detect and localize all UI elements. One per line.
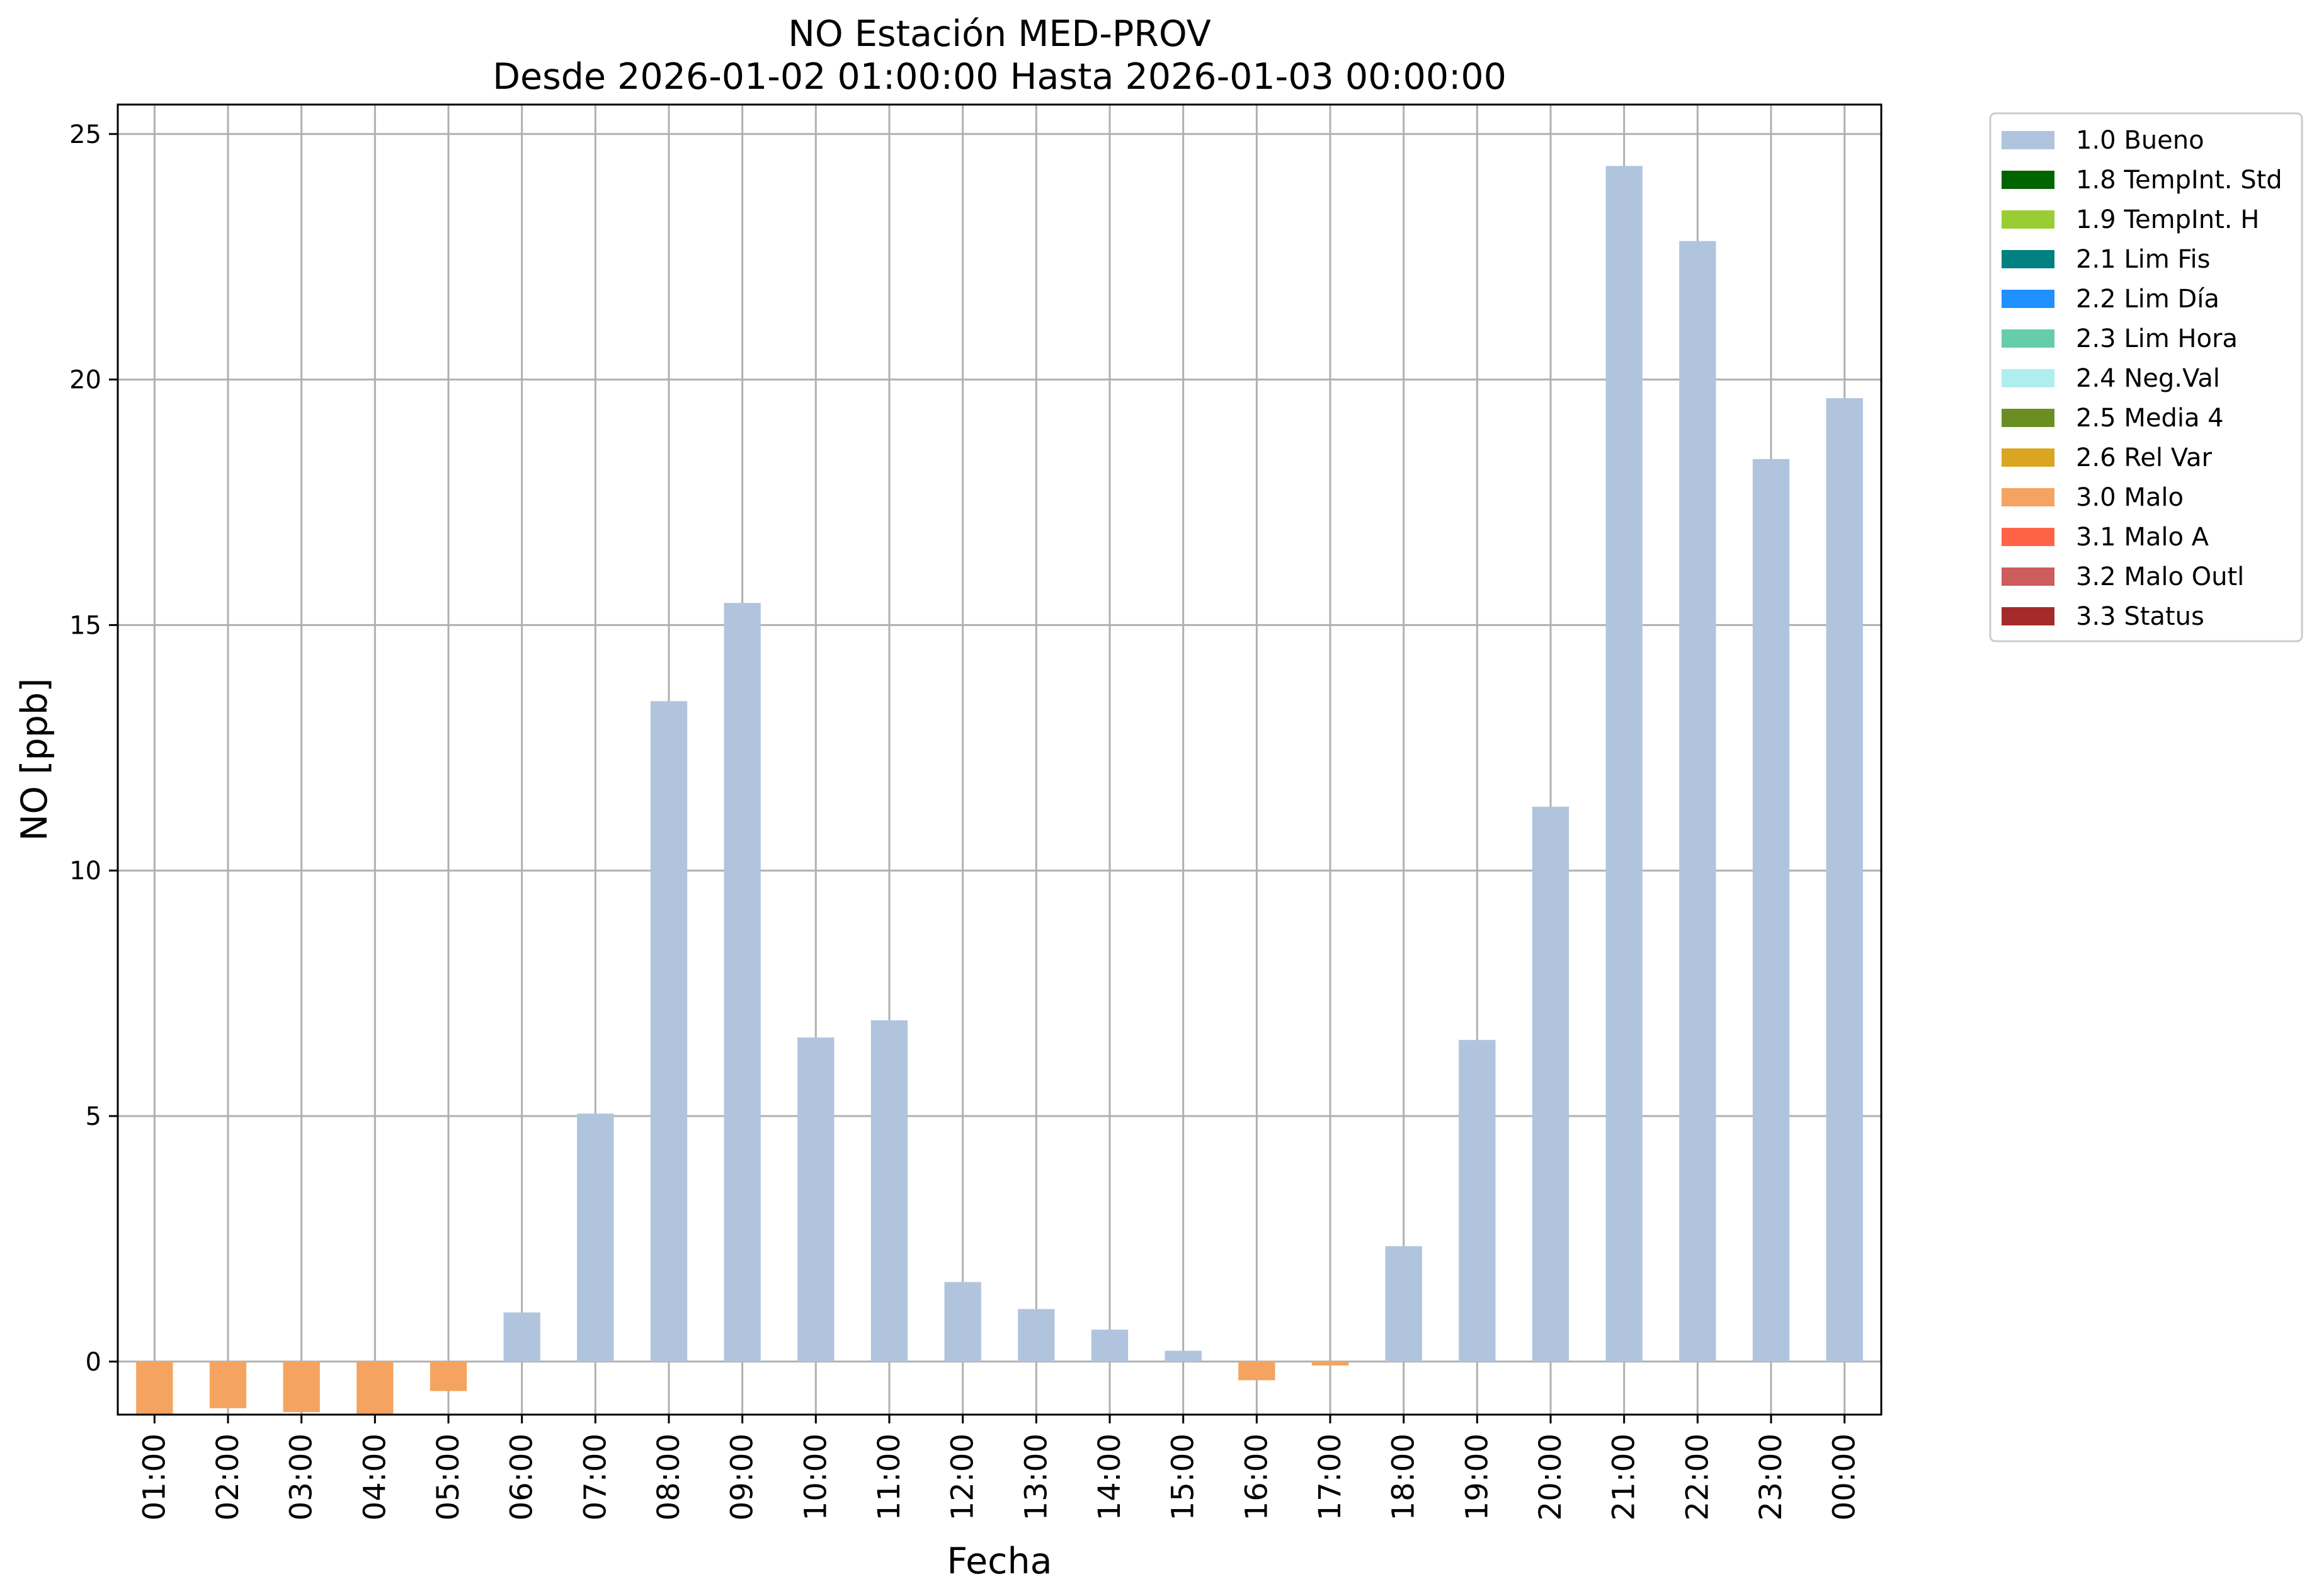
x-tick-label: 07:00 xyxy=(578,1434,613,1520)
y-tick-label: 20 xyxy=(69,366,101,395)
legend-label: 2.5 Media 4 xyxy=(2076,404,2224,433)
legend-swatch xyxy=(2002,210,2054,229)
x-tick-label: 08:00 xyxy=(651,1434,687,1520)
y-axis: 0 5 10 15 20 25 xyxy=(69,120,118,1377)
y-tick-label: 5 xyxy=(86,1102,101,1131)
y-tick-label: 15 xyxy=(69,611,101,640)
legend-swatch xyxy=(2002,171,2054,189)
legend-label: 2.6 Rel Var xyxy=(2076,443,2213,472)
legend-label: 3.0 Malo xyxy=(2076,483,2184,512)
legend-swatch xyxy=(2002,528,2054,546)
legend-label: 2.4 Neg.Val xyxy=(2076,364,2220,393)
x-tick-label: 15:00 xyxy=(1166,1434,1201,1520)
legend-swatch xyxy=(2002,131,2054,149)
x-axis-label: Fecha xyxy=(947,1541,1052,1582)
legend-swatch xyxy=(2002,567,2054,586)
x-tick-label: 16:00 xyxy=(1239,1434,1274,1520)
bar-20:00 xyxy=(1532,806,1570,1362)
x-tick-label: 01:00 xyxy=(137,1434,172,1520)
legend-swatch xyxy=(2002,409,2054,427)
x-tick-label: 20:00 xyxy=(1533,1434,1568,1520)
legend-swatch xyxy=(2002,329,2054,348)
legend-label: 1.0 Bueno xyxy=(2076,126,2204,155)
bar-14:00 xyxy=(1091,1330,1129,1362)
x-tick-label: 04:00 xyxy=(357,1434,392,1520)
bar-17:00 xyxy=(1311,1361,1349,1366)
x-tick-label: 17:00 xyxy=(1313,1434,1348,1520)
x-tick-label: 09:00 xyxy=(725,1434,760,1520)
y-tick-label: 10 xyxy=(69,857,101,886)
x-tick-label: 00:00 xyxy=(1827,1434,1862,1520)
chart-title: NO Estación MED-PROV xyxy=(788,13,1211,55)
x-tick-label: 12:00 xyxy=(945,1434,981,1520)
bar-23:00 xyxy=(1752,459,1790,1362)
bar-21:00 xyxy=(1605,166,1643,1362)
legend-swatch xyxy=(2002,488,2054,506)
bar-22:00 xyxy=(1679,241,1716,1362)
chart-subtitle: Desde 2026-01-02 01:00:00 Hasta 2026-01-… xyxy=(493,56,1507,98)
x-tick-label: 02:00 xyxy=(210,1434,246,1520)
legend-label: 3.2 Malo Outl xyxy=(2076,562,2244,591)
y-axis-label: NO [ppb] xyxy=(14,678,55,841)
bar-08:00 xyxy=(650,701,688,1362)
bar-04:00 xyxy=(356,1361,394,1415)
y-tick-label: 0 xyxy=(86,1348,101,1377)
legend-swatch xyxy=(2002,369,2054,387)
bar-12:00 xyxy=(944,1282,981,1362)
x-tick-label: 10:00 xyxy=(798,1434,833,1520)
legend-box xyxy=(1989,112,2303,642)
bar-07:00 xyxy=(577,1114,614,1362)
legend-label: 2.3 Lim Hora xyxy=(2076,324,2238,353)
x-tick-label: 23:00 xyxy=(1753,1434,1789,1520)
x-tick-label: 14:00 xyxy=(1092,1434,1127,1520)
x-tick-label: 18:00 xyxy=(1386,1434,1422,1520)
legend: 1.0 Bueno 1.8 TempInt. Std 1.9 TempInt. H 2… xyxy=(1989,112,2303,642)
bar-11:00 xyxy=(870,1020,908,1362)
legend-label: 2.1 Lim Fis xyxy=(2076,245,2210,274)
bar-19:00 xyxy=(1459,1040,1496,1362)
bar-05:00 xyxy=(430,1361,467,1391)
bar-16:00 xyxy=(1238,1361,1275,1381)
bar-09:00 xyxy=(724,603,761,1362)
y-tick-label: 25 xyxy=(69,120,101,149)
bar-01:00 xyxy=(136,1361,173,1416)
bar-03:00 xyxy=(283,1361,320,1413)
x-tick-label: 06:00 xyxy=(504,1434,540,1520)
x-axis: 01:00 02:00 03:00 04:00 05:00 06:00 07:00 08:00… xyxy=(137,1415,1862,1520)
bar-18:00 xyxy=(1385,1246,1422,1362)
legend-label: 3.1 Malo A xyxy=(2076,523,2209,552)
legend-swatch xyxy=(2002,607,2054,625)
bar-06:00 xyxy=(503,1312,540,1362)
x-tick-label: 22:00 xyxy=(1680,1434,1715,1520)
bar-02:00 xyxy=(209,1361,247,1408)
bars xyxy=(136,166,1863,1416)
bar-13:00 xyxy=(1018,1309,1055,1362)
legend-swatch xyxy=(2002,448,2054,467)
legend-label: 1.8 TempInt. Std xyxy=(2076,166,2282,195)
bar-10:00 xyxy=(797,1037,835,1362)
legend-swatch xyxy=(2002,290,2054,308)
x-tick-label: 13:00 xyxy=(1018,1434,1054,1520)
bar-15:00 xyxy=(1165,1350,1202,1362)
plot-frame xyxy=(117,103,1883,1416)
legend-label: 2.2 Lim Día xyxy=(2076,285,2219,314)
x-tick-label: 21:00 xyxy=(1607,1434,1642,1520)
legend-label: 3.3 Status xyxy=(2076,602,2204,631)
x-tick-label: 19:00 xyxy=(1459,1434,1495,1520)
legend-swatch xyxy=(2002,250,2054,268)
x-tick-label: 03:00 xyxy=(284,1434,319,1520)
x-tick-label: 11:00 xyxy=(872,1434,907,1520)
x-tick-label: 05:00 xyxy=(431,1434,466,1520)
legend-label: 1.9 TempInt. H xyxy=(2076,205,2259,234)
bar-00:00 xyxy=(1826,398,1863,1362)
